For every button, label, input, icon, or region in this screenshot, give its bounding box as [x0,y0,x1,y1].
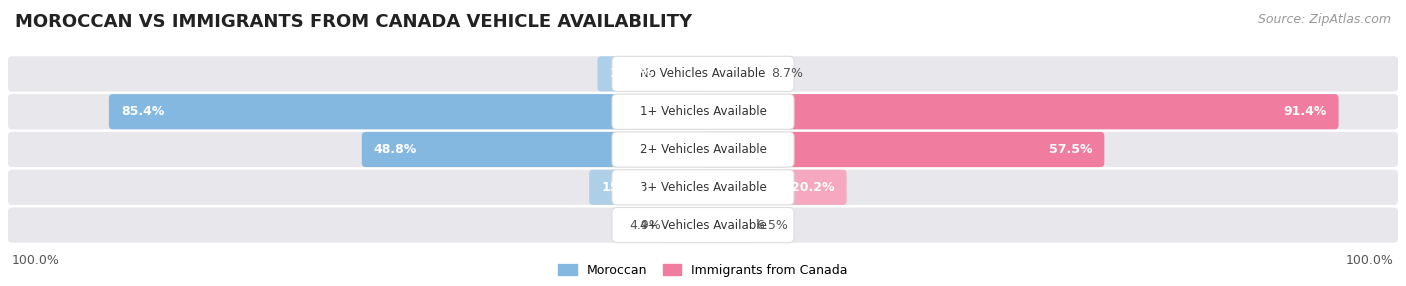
Text: Source: ZipAtlas.com: Source: ZipAtlas.com [1258,13,1391,26]
FancyBboxPatch shape [8,170,1398,205]
Text: 48.8%: 48.8% [374,143,418,156]
Text: 3+ Vehicles Available: 3+ Vehicles Available [640,181,766,194]
Text: 4.9%: 4.9% [630,219,661,232]
FancyBboxPatch shape [108,94,707,129]
Text: 20.2%: 20.2% [792,181,835,194]
FancyBboxPatch shape [612,56,794,92]
Legend: Moroccan, Immigrants from Canada: Moroccan, Immigrants from Canada [558,264,848,277]
Text: 1+ Vehicles Available: 1+ Vehicles Available [640,105,766,118]
Text: 100.0%: 100.0% [1346,254,1393,267]
FancyBboxPatch shape [8,207,1398,243]
FancyBboxPatch shape [589,170,707,205]
FancyBboxPatch shape [361,132,707,167]
FancyBboxPatch shape [699,170,846,205]
FancyBboxPatch shape [699,94,1339,129]
Text: 57.5%: 57.5% [1049,143,1092,156]
Text: 85.4%: 85.4% [121,105,165,118]
Text: 6.5%: 6.5% [756,219,787,232]
Text: 4+ Vehicles Available: 4+ Vehicles Available [640,219,766,232]
Text: 8.7%: 8.7% [770,67,803,80]
Text: MOROCCAN VS IMMIGRANTS FROM CANADA VEHICLE AVAILABILITY: MOROCCAN VS IMMIGRANTS FROM CANADA VEHIC… [15,13,692,31]
FancyBboxPatch shape [612,94,794,129]
FancyBboxPatch shape [8,132,1398,167]
FancyBboxPatch shape [612,132,794,167]
FancyBboxPatch shape [699,132,1104,167]
FancyBboxPatch shape [699,56,768,92]
FancyBboxPatch shape [598,56,707,92]
Text: 2+ Vehicles Available: 2+ Vehicles Available [640,143,766,156]
Text: 15.9%: 15.9% [602,181,644,194]
FancyBboxPatch shape [665,207,707,243]
FancyBboxPatch shape [612,207,794,243]
FancyBboxPatch shape [8,94,1398,129]
Text: 100.0%: 100.0% [13,254,60,267]
Text: No Vehicles Available: No Vehicles Available [640,67,766,80]
FancyBboxPatch shape [699,207,752,243]
Text: 91.4%: 91.4% [1284,105,1327,118]
FancyBboxPatch shape [612,170,794,205]
Text: 14.7%: 14.7% [609,67,652,80]
FancyBboxPatch shape [8,56,1398,92]
